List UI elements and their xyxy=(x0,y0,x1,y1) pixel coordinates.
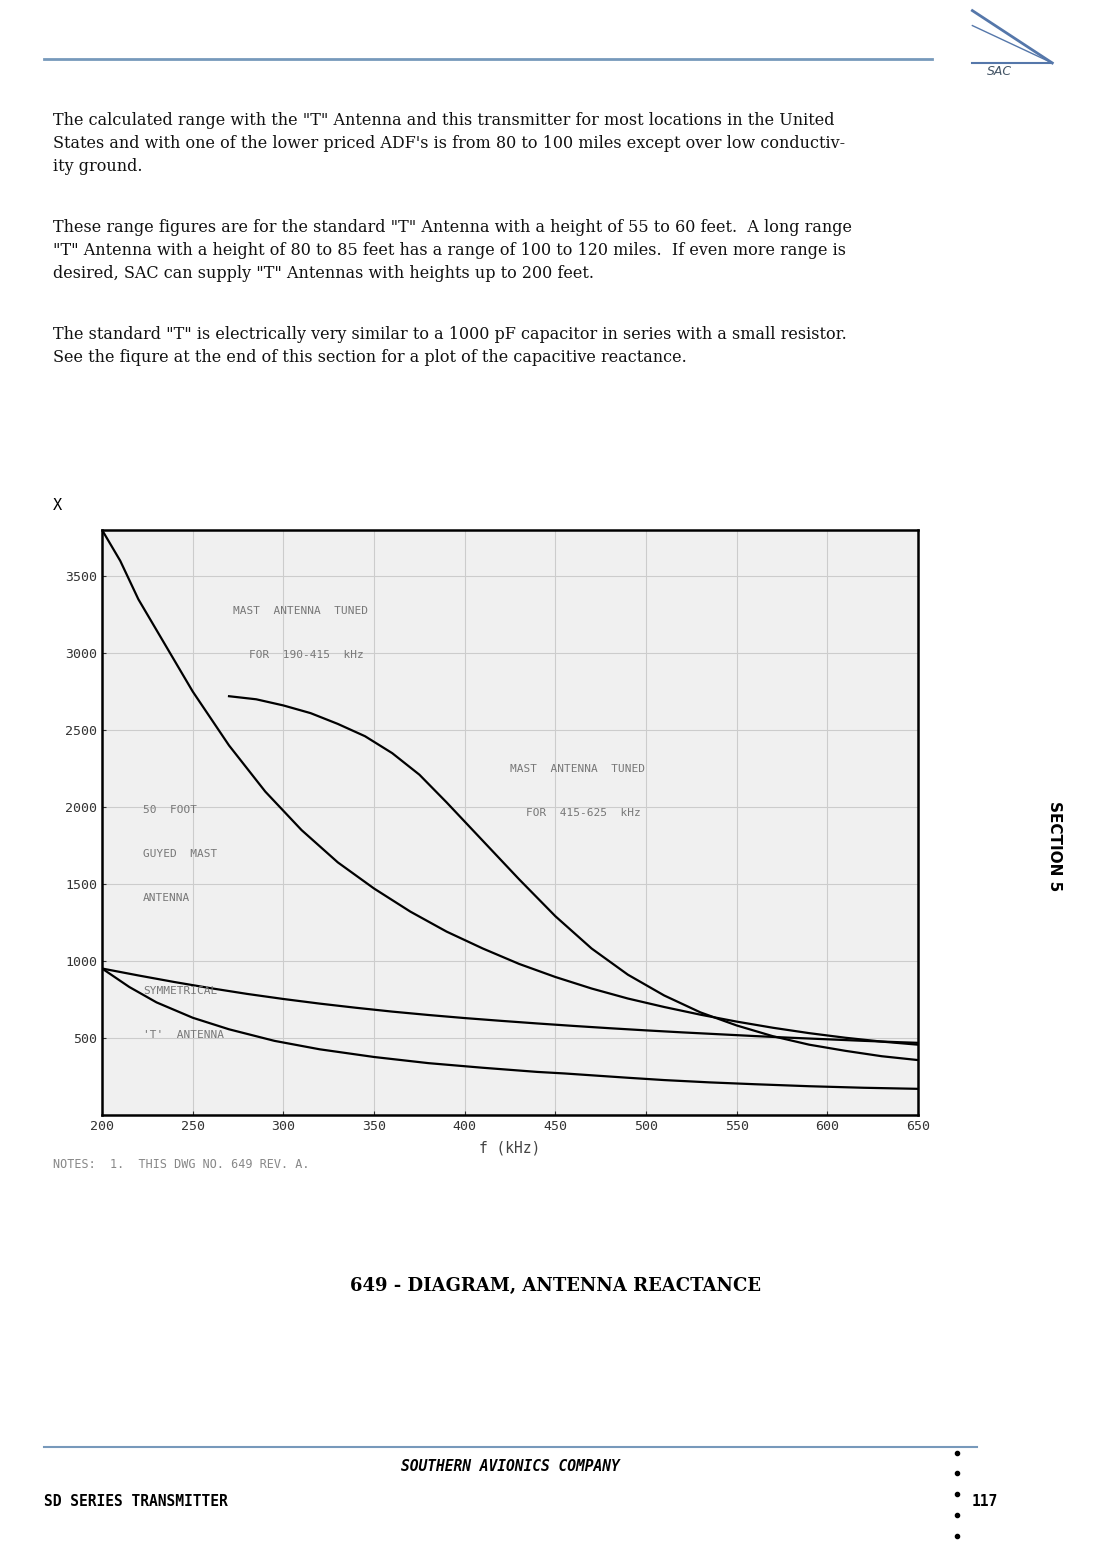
Text: States and with one of the lower priced ADF's is from 80 to 100 miles except ove: States and with one of the lower priced … xyxy=(53,136,846,153)
Text: "T" Antenna with a height of 80 to 85 feet has a range of 100 to 120 miles.  If : "T" Antenna with a height of 80 to 85 fe… xyxy=(53,242,846,259)
Text: SECTION 5: SECTION 5 xyxy=(1047,801,1062,890)
Text: SYMMETRICAL: SYMMETRICAL xyxy=(143,987,218,996)
Text: SOUTHERN AVIONICS COMPANY: SOUTHERN AVIONICS COMPANY xyxy=(401,1459,620,1475)
Text: See the fiqure at the end of this section for a plot of the capacitive reactance: See the fiqure at the end of this sectio… xyxy=(53,349,687,366)
Text: 117: 117 xyxy=(971,1494,998,1509)
Text: MAST  ANTENNA  TUNED: MAST ANTENNA TUNED xyxy=(233,606,367,616)
Text: NOTES:  1.  THIS DWG NO. 649 REV. A.: NOTES: 1. THIS DWG NO. 649 REV. A. xyxy=(53,1158,310,1171)
Text: 649 - DIAGRAM, ANTENNA REACTANCE: 649 - DIAGRAM, ANTENNA REACTANCE xyxy=(350,1277,760,1296)
Text: MAST  ANTENNA  TUNED: MAST ANTENNA TUNED xyxy=(509,764,645,773)
Text: GUYED  MAST: GUYED MAST xyxy=(143,848,218,859)
X-axis label: f (kHz): f (kHz) xyxy=(480,1141,541,1155)
Text: FOR  415-625  kHz: FOR 415-625 kHz xyxy=(526,808,642,818)
Text: These range figures are for the standard "T" Antenna with a height of 55 to 60 f: These range figures are for the standard… xyxy=(53,218,852,235)
Text: The calculated range with the "T" Antenna and this transmitter for most location: The calculated range with the "T" Antenn… xyxy=(53,112,835,129)
Text: SAC: SAC xyxy=(987,65,1011,78)
Text: The standard "T" is electrically very similar to a 1000 pF capacitor in series w: The standard "T" is electrically very si… xyxy=(53,326,847,343)
Text: 50  FOOT: 50 FOOT xyxy=(143,804,196,815)
Text: SD SERIES TRANSMITTER: SD SERIES TRANSMITTER xyxy=(44,1494,229,1509)
Text: desired, SAC can supply "T" Antennas with heights up to 200 feet.: desired, SAC can supply "T" Antennas wit… xyxy=(53,265,594,282)
Text: ANTENNA: ANTENNA xyxy=(143,893,190,903)
Text: 'T'  ANTENNA: 'T' ANTENNA xyxy=(143,1030,224,1040)
Text: ity ground.: ity ground. xyxy=(53,159,143,176)
Text: FOR  190-415  kHz: FOR 190-415 kHz xyxy=(249,650,364,659)
Text: X: X xyxy=(52,497,62,513)
